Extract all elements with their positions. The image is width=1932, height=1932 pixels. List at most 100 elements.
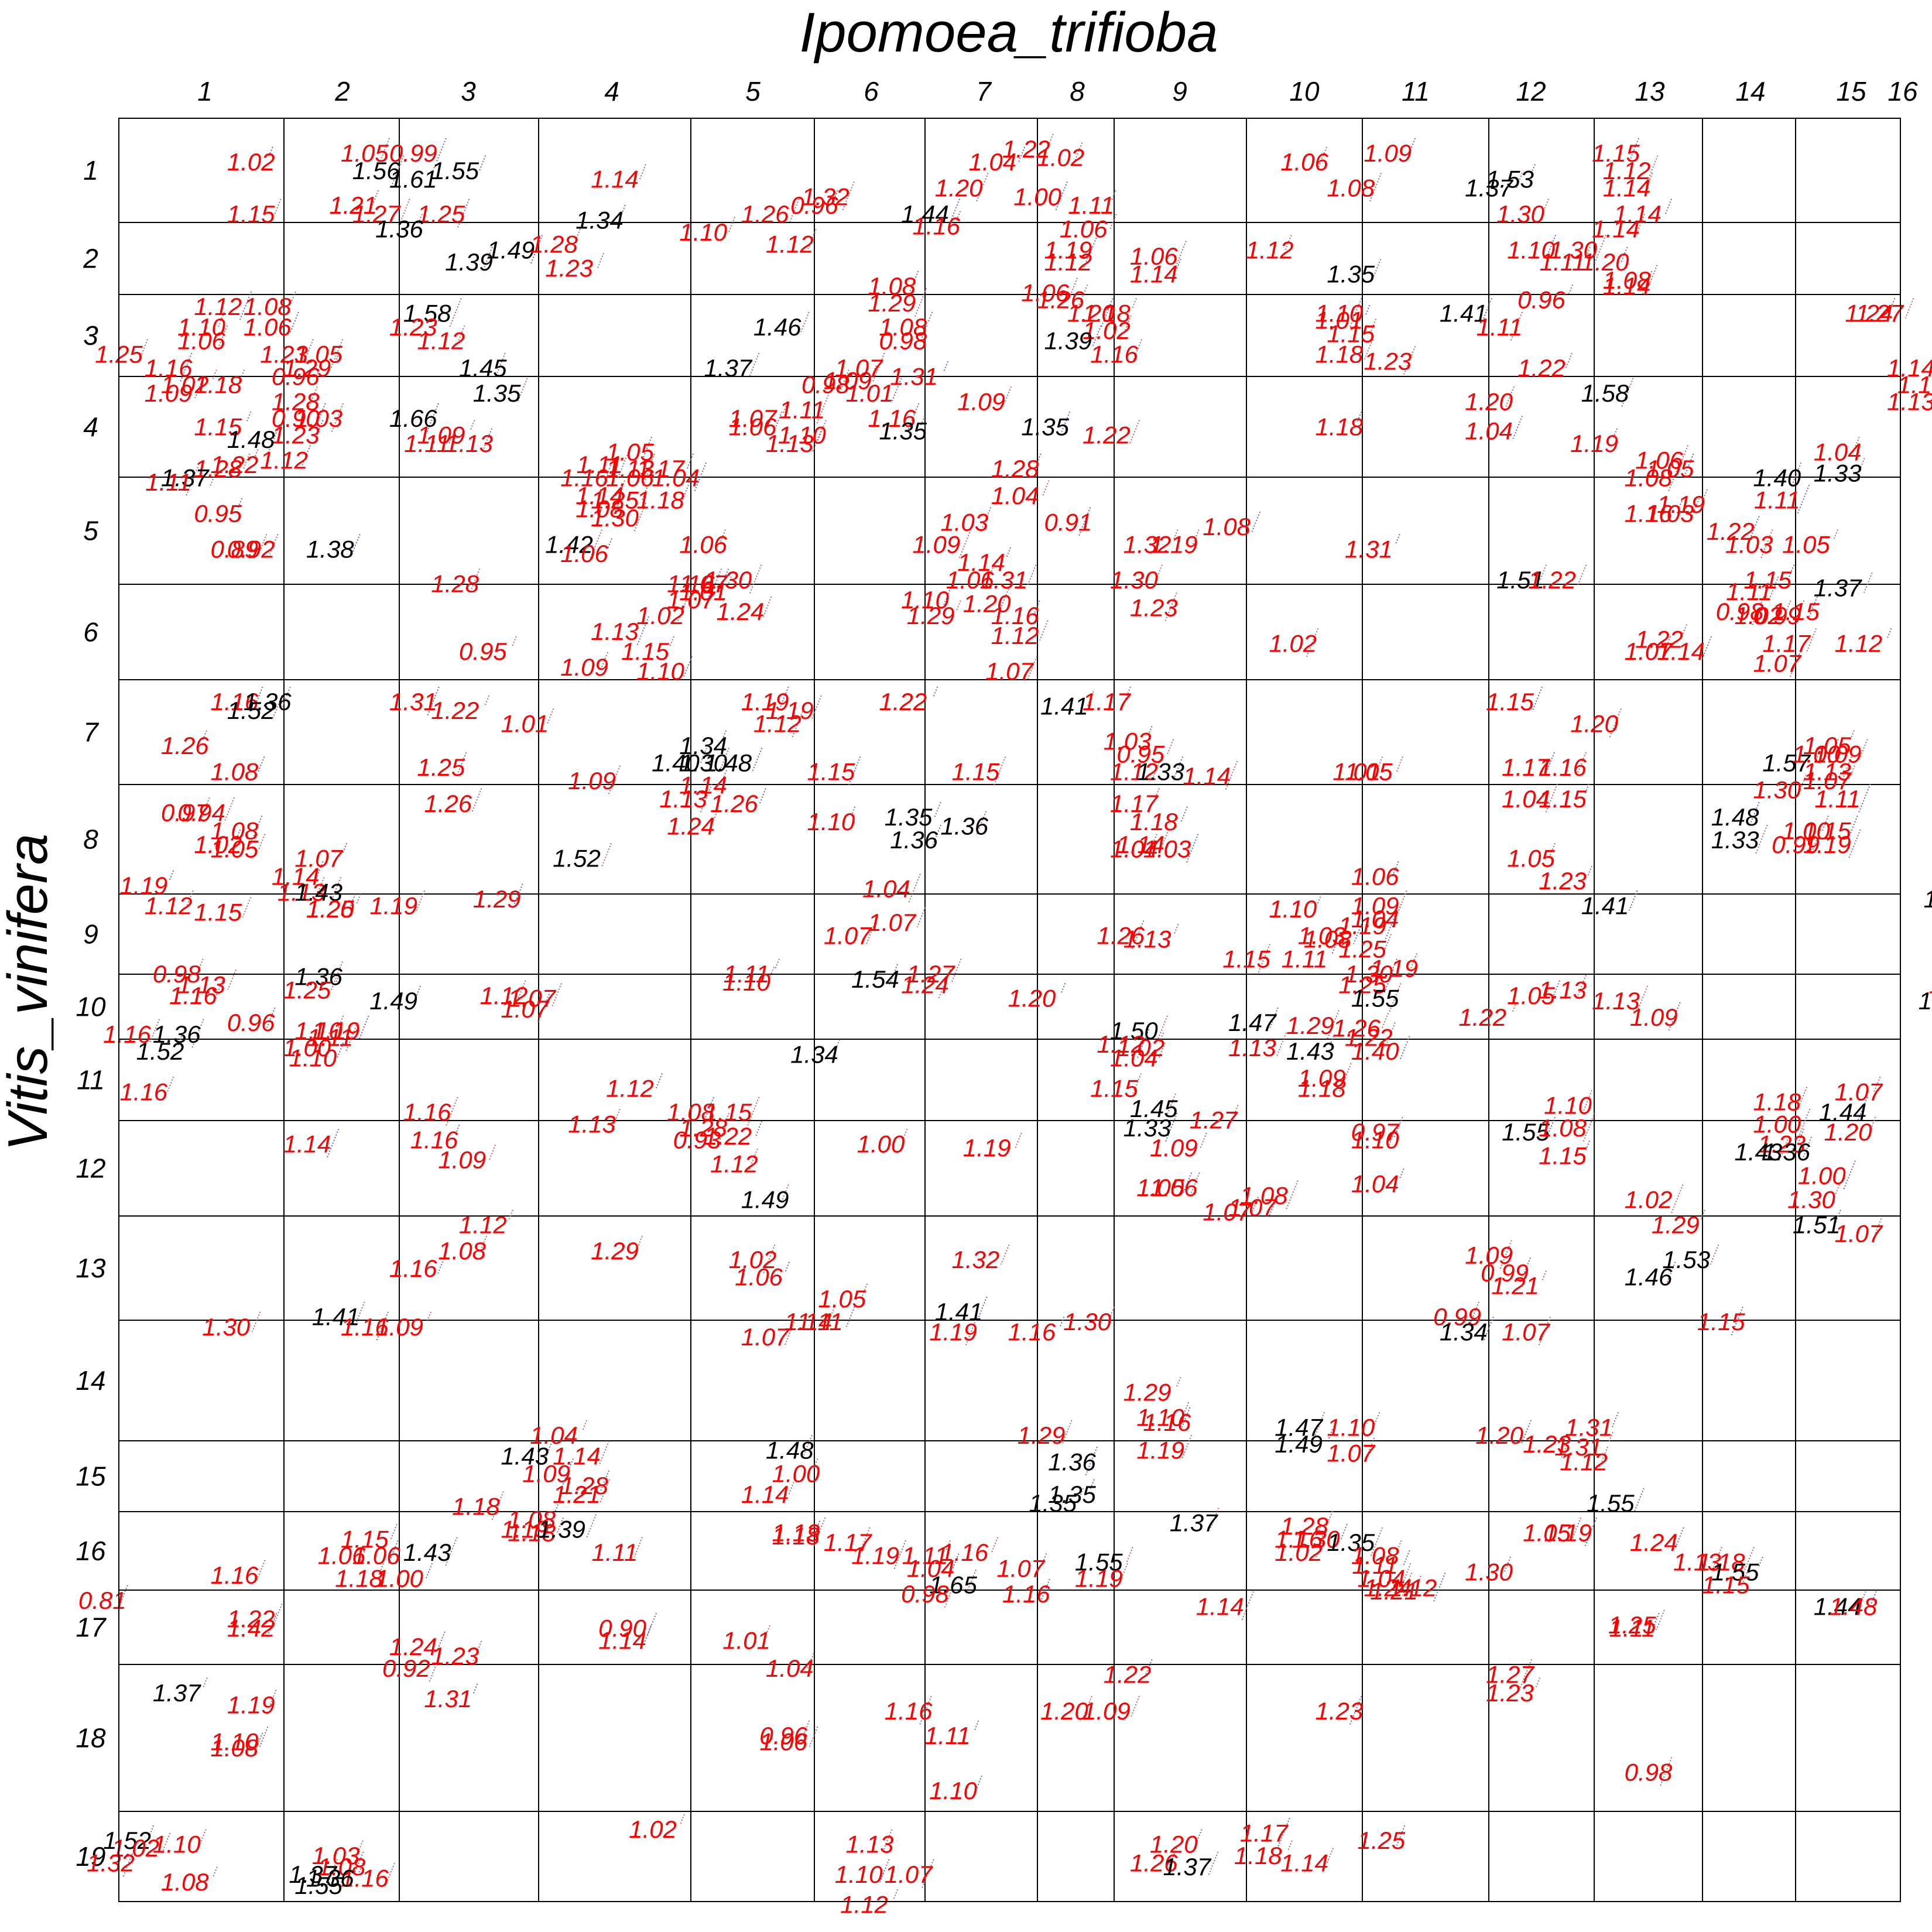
synteny-segment bbox=[1786, 600, 1791, 612]
ks-label: 1.26 bbox=[710, 790, 758, 817]
synteny-segment bbox=[717, 1125, 727, 1145]
ks-label: 1.48 bbox=[227, 426, 275, 453]
synteny-segment bbox=[958, 529, 972, 559]
ks-label: 1.11 bbox=[307, 1024, 353, 1051]
synteny-segment bbox=[1399, 1036, 1410, 1061]
ks-label: 1.37 bbox=[1163, 1853, 1211, 1880]
y-tick-label: 18 bbox=[76, 1723, 106, 1753]
ks-label: 1.15 bbox=[1539, 785, 1587, 813]
synteny-segment bbox=[1667, 1002, 1681, 1032]
ks-label: 1.32 bbox=[952, 1246, 1000, 1273]
ks-label: 1.29 bbox=[1652, 1211, 1700, 1239]
ks-label: 1.25 bbox=[1338, 971, 1386, 998]
ks-label: 1.11 bbox=[1609, 1614, 1655, 1642]
synteny-segment bbox=[833, 190, 838, 201]
ks-label: 1.18 bbox=[636, 486, 684, 513]
ks-label: 1.14 bbox=[679, 772, 727, 799]
ks-label: 1.09 bbox=[824, 367, 872, 395]
ks-label: 1.08 bbox=[211, 1734, 259, 1762]
synteny-segment bbox=[619, 480, 625, 492]
synteny-segment bbox=[1849, 730, 1855, 742]
ks-label: 1.29 bbox=[907, 602, 955, 629]
synteny-segment bbox=[1276, 1032, 1287, 1058]
synteny-segment bbox=[1710, 1244, 1719, 1265]
ks-label: 1.07 bbox=[729, 405, 777, 432]
ks-label: 1.16 bbox=[1143, 1409, 1191, 1436]
ks-label: 1.18 bbox=[1753, 1088, 1801, 1116]
synteny-segment bbox=[169, 870, 174, 882]
ks-label: 1.10 bbox=[1351, 1126, 1399, 1154]
synteny-segment bbox=[1647, 173, 1653, 184]
ks-label: 1.15 bbox=[621, 638, 669, 665]
ks-label: 1.19 bbox=[119, 872, 167, 899]
ks-label: 1.18 bbox=[335, 1564, 383, 1592]
ks-label: 1.21 bbox=[1491, 1272, 1539, 1300]
synteny-segment bbox=[483, 428, 492, 449]
synteny-segment bbox=[1567, 284, 1573, 296]
ks-label: 1.14 bbox=[1280, 1849, 1328, 1877]
synteny-segment bbox=[1842, 1160, 1856, 1191]
ks-label: 1.18 bbox=[1697, 1549, 1745, 1576]
y-tick-label: 10 bbox=[76, 992, 106, 1022]
x-tick-label: 1 bbox=[197, 76, 213, 107]
ks-label: 1.32 bbox=[87, 1849, 135, 1877]
synteny-segment bbox=[235, 829, 241, 841]
ks-label: 1.26 bbox=[424, 790, 472, 817]
ks-label: 1.16 bbox=[341, 1313, 389, 1341]
ks-label: 1.36 bbox=[294, 963, 342, 991]
ks-label: 1.16 bbox=[403, 1098, 451, 1126]
ks-label: 1.36 bbox=[153, 1020, 201, 1048]
synteny-segment bbox=[269, 533, 279, 554]
synteny-segment bbox=[694, 462, 707, 492]
synteny-segment bbox=[1068, 278, 1078, 299]
ks-label: 1.26 bbox=[161, 732, 209, 759]
ks-label: 1.12 bbox=[1389, 1574, 1437, 1602]
synteny-segment bbox=[1675, 1527, 1684, 1548]
ks-label: 1.10 bbox=[1327, 1413, 1375, 1441]
ks-label: 1.08 bbox=[318, 1853, 366, 1880]
ks-label: 1.21 bbox=[553, 1481, 601, 1508]
synteny-segment bbox=[1092, 325, 1102, 346]
synteny-segment bbox=[1679, 445, 1688, 466]
ks-label: 1.04 bbox=[1351, 905, 1399, 933]
synteny-segment bbox=[720, 748, 730, 768]
synteny-segment bbox=[746, 1097, 760, 1127]
synteny-segment bbox=[1565, 352, 1573, 369]
ks-label: 1.16 bbox=[667, 570, 715, 598]
ks-label: 1.15 bbox=[704, 1098, 752, 1126]
ks-label: 0.98 bbox=[153, 960, 201, 988]
ks-label: 1.48 bbox=[766, 1436, 814, 1464]
ks-label: 1.31 bbox=[1565, 1413, 1613, 1441]
ks-label: 1.43 bbox=[1735, 1138, 1783, 1166]
synteny-segment bbox=[1702, 489, 1708, 501]
x-tick-label: 7 bbox=[976, 76, 992, 107]
x-tick-labels: 1 2 3 4 5 6 7 8 9 10 11 12 13 14 15 16 bbox=[197, 76, 1918, 107]
synteny-segment bbox=[721, 770, 728, 781]
ks-label: 1.12 bbox=[417, 327, 465, 354]
ks-label: 1.04 bbox=[1358, 1564, 1406, 1592]
synteny-segment bbox=[1042, 480, 1050, 496]
synteny-segment bbox=[1349, 298, 1362, 328]
ks-label: 1.06 bbox=[244, 313, 292, 341]
ks-label: 1.00 bbox=[772, 1460, 820, 1488]
synteny-segment bbox=[680, 485, 689, 505]
y-tick-label: 11 bbox=[77, 1065, 105, 1095]
synteny-segment bbox=[1316, 1537, 1325, 1558]
ks-label: 1.20 bbox=[306, 895, 354, 923]
synteny-segment bbox=[889, 964, 898, 985]
ks-label: 0.97 bbox=[161, 799, 210, 826]
synteny-segment bbox=[649, 453, 655, 465]
synteny-segment bbox=[202, 1677, 208, 1689]
ks-label: 1.37 bbox=[153, 1679, 201, 1707]
synteny-segment bbox=[902, 1128, 908, 1140]
ks-label: 1.30 bbox=[1753, 776, 1801, 803]
ks-label: 1.06 bbox=[735, 1263, 783, 1291]
ks-label: 1.12 bbox=[459, 1211, 507, 1239]
synteny-segment bbox=[1176, 1376, 1181, 1388]
ks-label: 1.14 bbox=[1116, 831, 1164, 858]
synteny-segment bbox=[516, 980, 526, 1001]
ks-label: 1.14 bbox=[1130, 261, 1178, 288]
ks-label: 1.15 bbox=[194, 899, 242, 926]
ks-label: 1.02 bbox=[729, 1246, 777, 1273]
